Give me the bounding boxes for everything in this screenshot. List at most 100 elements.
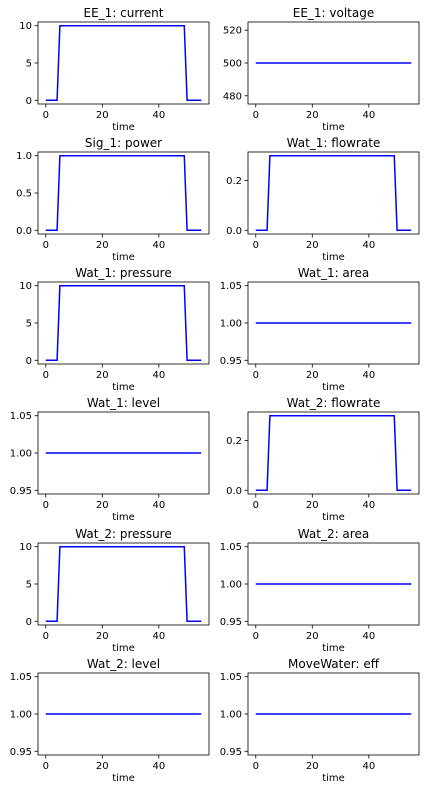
y-tick-label: 1.05 [220,542,242,553]
plot-frame [247,411,420,495]
x-tick-label: 20 [306,631,319,642]
subplot-title: Sig_1: power [85,136,162,150]
x-tick-label: 0 [253,240,259,251]
x-tick-label: 40 [362,240,375,251]
subplot-9: Wat_2: pressure 0 20 40 0 5 10 time [19,527,210,654]
series-line [255,414,412,492]
subplot-7: Wat_1: level 0 20 40 0.95 1.00 1.05 time [10,396,210,523]
plot-frame [247,151,420,235]
x-tick-label: 20 [96,500,109,511]
x-axis-label: time [322,643,345,654]
x-tick-label: 40 [152,500,165,511]
subplot-title: Wat_1: flowrate [287,136,381,150]
y-tick-label: 0 [26,356,32,367]
subplot-title: EE_1: voltage [293,6,375,20]
y-tick-label: 1.00 [220,580,242,591]
y-tick-label: 10 [19,281,32,292]
subplot-title: Wat_2: level [87,657,160,671]
x-axis-label: time [112,512,135,523]
x-axis-label: time [322,252,345,263]
y-tick-label: 10 [19,21,32,32]
x-tick-label: 40 [362,110,375,121]
x-tick-label: 20 [306,110,319,121]
x-tick-label: 20 [306,240,319,251]
subplot-title: Wat_2: area [298,527,369,541]
subplot-11: Wat_2: level 0 20 40 0.95 1.00 1.05 time [10,657,210,784]
x-tick-label: 40 [152,370,165,381]
x-tick-label: 40 [362,631,375,642]
y-tick-label: 5 [26,319,32,330]
y-tick-label: 0.95 [220,356,242,367]
y-tick-label: 0.5 [16,189,32,200]
y-tick-label: 0 [26,96,32,107]
subplot-12: MoveWater: eff 0 20 40 0.95 1.00 1.05 time [220,657,420,784]
x-tick-label: 20 [96,110,109,121]
subplot-title: Wat_2: pressure [75,527,171,541]
x-tick-label: 20 [96,370,109,381]
x-tick-label: 20 [96,240,109,251]
x-tick-label: 0 [43,761,49,772]
x-tick-label: 40 [152,110,165,121]
x-tick-label: 40 [362,500,375,511]
y-tick-label: 1.00 [10,710,32,721]
y-tick-label: 0.95 [10,486,32,497]
y-tick-label: 0.0 [226,486,242,497]
subplot-title: Wat_1: pressure [75,266,171,280]
y-tick-label: 10 [19,542,32,553]
x-axis-label: time [322,512,345,523]
y-tick-label: 0.95 [220,617,242,628]
subplot-title: EE_1: current [84,6,164,20]
y-tick-label: 1.0 [16,151,32,162]
x-tick-label: 0 [43,110,49,121]
series-line [45,284,202,362]
subplot-4: Wat_1: flowrate 0 20 40 0.0 0.2 time [226,136,420,263]
x-axis-label: time [322,122,345,133]
y-tick-label: 0 [26,617,32,628]
y-tick-label: 0.95 [10,747,32,758]
plot-frame [37,542,210,626]
y-tick-label: 0.95 [220,747,242,758]
y-tick-label: 1.00 [220,710,242,721]
subplot-title: MoveWater: eff [288,657,380,671]
subplot-title: Wat_1: level [87,396,160,410]
y-tick-label: 480 [223,91,242,102]
plot-frame [37,281,210,365]
series-line [45,545,202,623]
x-axis-label: time [322,773,345,784]
y-tick-label: 1.00 [220,319,242,330]
x-tick-label: 40 [362,370,375,381]
x-tick-label: 20 [306,761,319,772]
subplot-title: Wat_2: flowrate [287,396,381,410]
y-tick-label: 1.05 [10,411,32,422]
x-tick-label: 40 [362,761,375,772]
plot-frame [37,21,210,105]
x-tick-label: 20 [306,370,319,381]
x-tick-label: 0 [253,500,259,511]
y-tick-label: 500 [223,59,242,70]
y-tick-label: 5 [26,580,32,591]
x-tick-label: 20 [96,761,109,772]
y-tick-label: 0.0 [226,226,242,237]
subplot-title: Wat_1: area [298,266,369,280]
x-axis-label: time [112,643,135,654]
y-tick-label: 5 [26,59,32,70]
x-axis-label: time [112,122,135,133]
x-tick-label: 20 [306,500,319,511]
y-tick-label: 0.2 [226,436,242,447]
x-tick-label: 0 [43,631,49,642]
plot-frame [37,151,210,235]
subplot-3: Sig_1: power 0 20 40 0.0 0.5 1.0 time [16,136,210,263]
x-axis-label: time [112,252,135,263]
x-tick-label: 20 [96,631,109,642]
y-tick-label: 520 [223,26,242,37]
x-axis-label: time [112,382,135,393]
subplot-6: Wat_1: area 0 20 40 0.95 1.00 1.05 time [220,266,420,393]
x-tick-label: 0 [253,761,259,772]
series-line [45,154,202,232]
x-tick-label: 0 [43,500,49,511]
x-tick-label: 40 [152,240,165,251]
y-tick-label: 0.2 [226,176,242,187]
subplot-8: Wat_2: flowrate 0 20 40 0.0 0.2 time [226,396,420,523]
subplot-10: Wat_2: area 0 20 40 0.95 1.00 1.05 time [220,527,420,654]
